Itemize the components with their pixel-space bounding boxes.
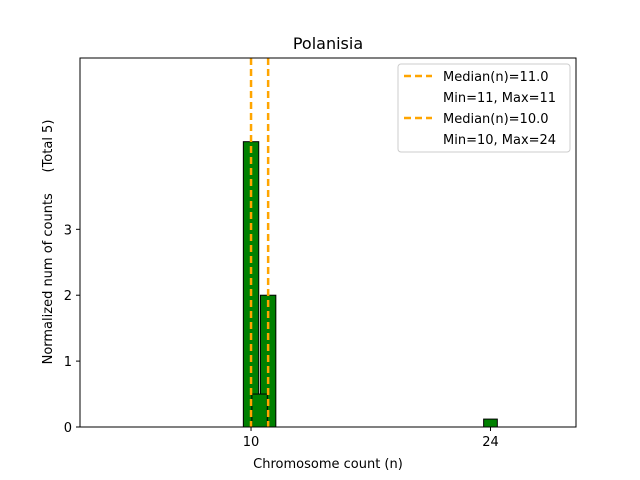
legend: Median(n)=11.0 Min=11, Max=11 Median(n)=… bbox=[397, 63, 571, 153]
legend-range-label-2: Min=10, Max=24 bbox=[443, 133, 556, 148]
plot-area bbox=[80, 58, 498, 428]
y-tick-label-2: 1 bbox=[64, 355, 72, 370]
y-tick-label-3: 2 bbox=[64, 289, 72, 304]
legend-median-label-2: Median(n)=10.0 bbox=[443, 112, 549, 127]
bar-series-2-2 bbox=[483, 418, 498, 428]
x-axis-label: Chromosome count (n) bbox=[253, 457, 403, 472]
chart-title: Polanisia bbox=[293, 34, 363, 53]
legend-range-label-1: Min=11, Max=11 bbox=[443, 91, 556, 106]
y-axis-ticks: 0 1 2 3 bbox=[64, 223, 80, 436]
y-axis-label: Normalized num of counts (Total 5) bbox=[41, 120, 56, 365]
y-tick-label-1: 0 bbox=[64, 421, 72, 436]
x-tick-label-2: 24 bbox=[482, 435, 499, 450]
legend-box bbox=[397, 63, 571, 153]
legend-median-label-1: Median(n)=11.0 bbox=[443, 70, 549, 85]
axes-frame bbox=[79, 57, 577, 428]
y-tick-label-4: 3 bbox=[64, 223, 72, 238]
x-axis-ticks: 10 24 bbox=[243, 427, 499, 450]
bar-series-2-1 bbox=[251, 393, 268, 428]
x-tick-label-1: 10 bbox=[243, 435, 260, 450]
